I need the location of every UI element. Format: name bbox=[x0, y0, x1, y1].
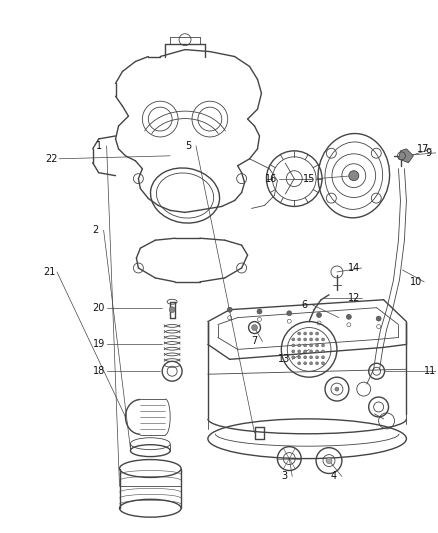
Circle shape bbox=[321, 356, 325, 359]
Circle shape bbox=[304, 362, 307, 365]
Text: 13: 13 bbox=[278, 354, 290, 365]
Circle shape bbox=[316, 356, 318, 359]
Circle shape bbox=[298, 356, 301, 359]
Circle shape bbox=[298, 344, 301, 347]
Circle shape bbox=[316, 350, 318, 353]
Circle shape bbox=[376, 316, 381, 321]
Circle shape bbox=[169, 306, 175, 313]
Circle shape bbox=[227, 307, 232, 312]
Circle shape bbox=[304, 344, 307, 347]
Text: 17: 17 bbox=[417, 144, 430, 154]
Circle shape bbox=[310, 362, 313, 365]
Circle shape bbox=[321, 350, 325, 353]
Circle shape bbox=[292, 356, 295, 359]
Circle shape bbox=[321, 344, 325, 347]
Text: 5: 5 bbox=[185, 141, 191, 151]
Circle shape bbox=[316, 344, 318, 347]
Circle shape bbox=[257, 309, 262, 314]
Circle shape bbox=[316, 338, 318, 341]
Circle shape bbox=[321, 362, 325, 365]
Text: 9: 9 bbox=[425, 148, 431, 158]
Circle shape bbox=[346, 314, 351, 319]
Text: 19: 19 bbox=[92, 340, 105, 350]
Text: 3: 3 bbox=[281, 472, 287, 481]
Text: 1: 1 bbox=[95, 141, 102, 151]
Text: 7: 7 bbox=[251, 336, 258, 346]
Text: 4: 4 bbox=[331, 472, 337, 481]
Circle shape bbox=[304, 332, 307, 335]
Circle shape bbox=[335, 387, 339, 391]
Circle shape bbox=[298, 332, 301, 335]
Text: 21: 21 bbox=[43, 267, 55, 277]
Circle shape bbox=[292, 350, 295, 353]
Circle shape bbox=[310, 350, 313, 353]
Circle shape bbox=[310, 356, 313, 359]
Text: 11: 11 bbox=[424, 366, 436, 376]
Text: 12: 12 bbox=[348, 293, 360, 303]
Circle shape bbox=[304, 356, 307, 359]
Circle shape bbox=[316, 362, 318, 365]
Circle shape bbox=[304, 338, 307, 341]
Circle shape bbox=[298, 338, 301, 341]
Circle shape bbox=[310, 332, 313, 335]
Circle shape bbox=[292, 344, 295, 347]
Circle shape bbox=[287, 311, 292, 316]
Circle shape bbox=[304, 350, 307, 353]
Circle shape bbox=[326, 458, 332, 464]
Circle shape bbox=[349, 171, 359, 181]
Text: 14: 14 bbox=[348, 263, 360, 273]
Circle shape bbox=[317, 312, 321, 318]
Text: 2: 2 bbox=[92, 225, 99, 235]
Circle shape bbox=[316, 332, 318, 335]
Circle shape bbox=[310, 344, 313, 347]
Circle shape bbox=[292, 338, 295, 341]
Circle shape bbox=[310, 338, 313, 341]
Text: 6: 6 bbox=[301, 300, 307, 310]
Text: 18: 18 bbox=[92, 366, 105, 376]
Text: 22: 22 bbox=[45, 154, 57, 164]
Text: 20: 20 bbox=[92, 303, 105, 313]
Polygon shape bbox=[399, 149, 413, 163]
Text: 10: 10 bbox=[410, 277, 423, 287]
Circle shape bbox=[298, 350, 301, 353]
Text: 16: 16 bbox=[265, 174, 278, 184]
Circle shape bbox=[298, 362, 301, 365]
Circle shape bbox=[251, 325, 258, 330]
Circle shape bbox=[321, 338, 325, 341]
Text: 15: 15 bbox=[303, 174, 315, 184]
